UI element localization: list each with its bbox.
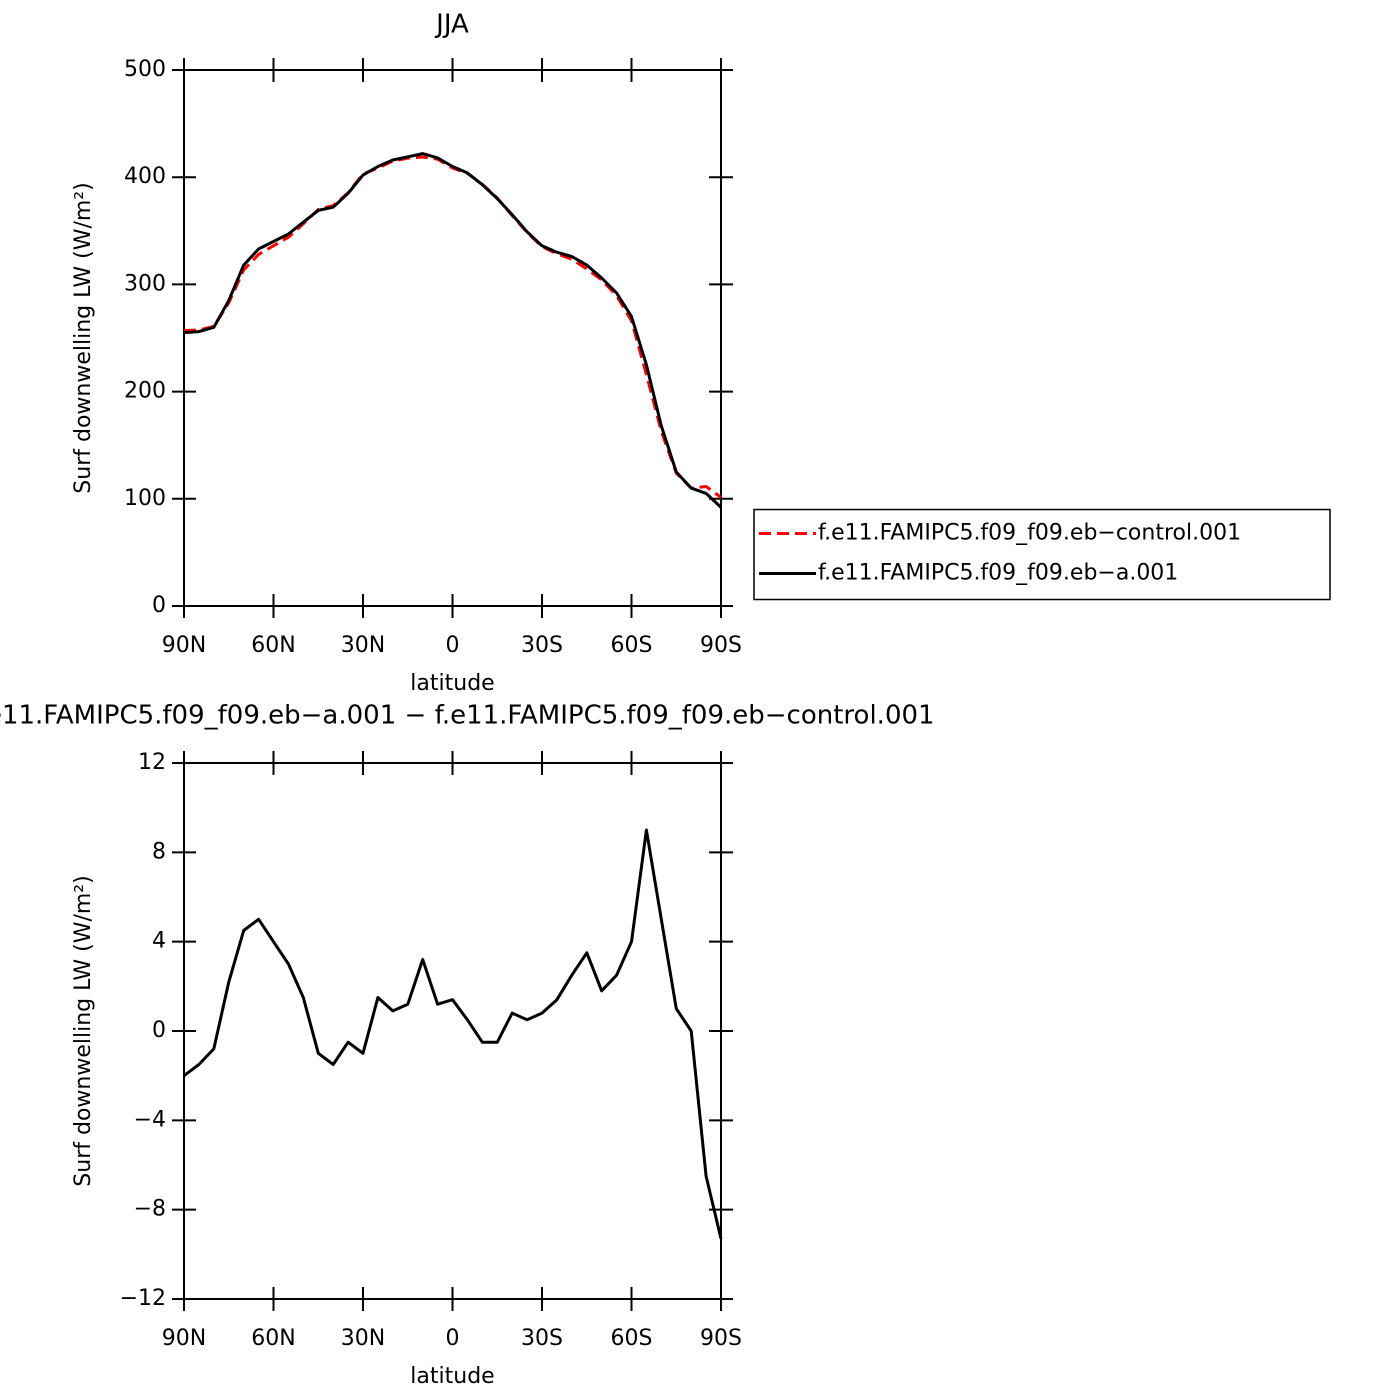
legend-box bbox=[753, 508, 1331, 601]
x-tick-label: 60S bbox=[611, 1326, 653, 1351]
x-tick-label: 90S bbox=[700, 1326, 742, 1351]
x-axis-label: latitude bbox=[410, 1364, 494, 1389]
y-tick-label: 300 bbox=[124, 271, 166, 296]
x-tick-label: 90N bbox=[162, 633, 206, 658]
y-axis-label: Surf downwelling LW (W/m²) bbox=[71, 875, 96, 1186]
legend-label: f.e11.FAMIPC5.f09_f09.eb−a.001 bbox=[818, 561, 1178, 586]
y-tick-label: 0 bbox=[152, 593, 166, 618]
y-tick-label: 400 bbox=[124, 164, 166, 189]
chart-title: f.e11.FAMIPC5.f09_f09.eb−a.001 − f.e11.F… bbox=[0, 701, 935, 731]
y-axis-label: Surf downwelling LW (W/m²) bbox=[71, 182, 96, 493]
y-tick-label: 0 bbox=[152, 1018, 166, 1043]
x-tick-label: 90S bbox=[700, 633, 742, 658]
x-tick-label: 30S bbox=[521, 633, 563, 658]
y-tick-label: −4 bbox=[134, 1107, 166, 1132]
y-tick-label: 12 bbox=[138, 750, 166, 775]
chart-title: JJA bbox=[434, 10, 469, 40]
y-tick-label: 200 bbox=[124, 379, 166, 404]
x-tick-label: 60S bbox=[611, 633, 653, 658]
y-tick-label: −12 bbox=[120, 1286, 166, 1311]
y-tick-label: 500 bbox=[124, 57, 166, 82]
plot-frame bbox=[183, 69, 722, 607]
y-tick-label: 100 bbox=[124, 486, 166, 511]
x-tick-label: 30S bbox=[521, 1326, 563, 1351]
x-tick-label: 30N bbox=[341, 1326, 385, 1351]
y-tick-label: −8 bbox=[134, 1197, 166, 1222]
y-tick-label: 8 bbox=[152, 839, 166, 864]
x-tick-label: 90N bbox=[162, 1326, 206, 1351]
data-line bbox=[183, 152, 723, 509]
x-tick-label: 60N bbox=[251, 633, 295, 658]
plot-frame bbox=[183, 762, 722, 1300]
x-tick-label: 30N bbox=[341, 633, 385, 658]
legend-label: f.e11.FAMIPC5.f09_f09.eb−control.001 bbox=[818, 521, 1241, 546]
data-line bbox=[183, 828, 723, 1240]
x-tick-label: 0 bbox=[446, 1326, 460, 1351]
x-axis-label: latitude bbox=[410, 671, 494, 696]
x-tick-label: 0 bbox=[446, 633, 460, 658]
x-tick-label: 60N bbox=[251, 1326, 295, 1351]
y-tick-label: 4 bbox=[152, 929, 166, 954]
data-line bbox=[183, 155, 722, 499]
